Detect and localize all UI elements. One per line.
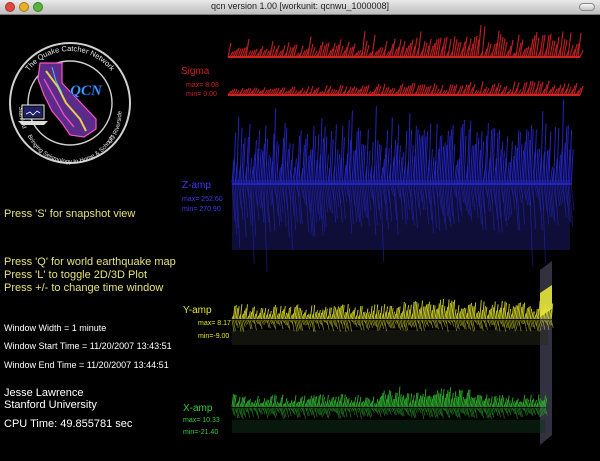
time-window-instruction: Press +/- to change time window [4,282,164,294]
california-map-icon [37,62,97,138]
title-bar[interactable]: qcn version 1.00 [workunit: qcnwu_100000… [0,0,600,15]
qcn-monogram: QCN [70,83,103,99]
toggle-plot-instruction: Press 'L' to toggle 2D/3D Plot [4,269,147,281]
cpu-time: CPU Time: 49.855781 sec [4,418,133,430]
x-amp-max: max= 10.33 [183,417,220,424]
y-amp-label: Y-amp [183,305,212,316]
qcn-logo: The Quake Catcher Network Bringing Seism… [9,42,131,165]
close-window-button[interactable] [5,2,15,12]
x-amp-label: X-amp [183,403,213,414]
window-start-info: Window Start Time = 11/20/2007 13:43:51 [4,341,172,351]
z-amp-min: min= 270.90 [182,206,221,213]
window-width-info: Window Width = 1 minute [4,323,107,333]
x-amp-min: min=-21.40 [183,429,219,436]
z-amp-trace [231,99,575,272]
sigma-min: min= 0.00 [186,91,217,98]
sigma-max: max= 8.08 [186,82,219,89]
snapshot-instruction: Press 'S' for snapshot view [4,208,136,220]
minimize-window-button[interactable] [19,2,29,12]
window-end-info: Window End Time = 11/20/2007 13:44:51 [4,360,169,370]
sigma-label: Sigma [181,66,210,77]
author-org: Stanford University [4,399,97,411]
z-amp-max: max= 252.60 [182,196,223,203]
y-amp-max: max= 8.17 [198,320,231,327]
z-amp-label: Z-amp [182,180,211,191]
plot-area[interactable]: The Quake Catcher Network Bringing Seism… [0,15,600,461]
x-amp-trace [231,386,548,420]
seismic-plot-canvas[interactable]: The Quake Catcher Network Bringing Seism… [0,15,600,461]
laptop-icon [18,104,48,125]
toolbar-toggle-button[interactable] [579,3,595,11]
y-amp-min: min=-9.00 [198,333,230,340]
y-amp-trace [231,285,554,332]
world-map-instruction: Press 'Q' for world earthquake map [4,256,176,268]
sigma-trace [227,25,584,96]
zoom-window-button[interactable] [33,2,43,12]
window-title: qcn version 1.00 [workunit: qcnwu_100000… [210,1,390,11]
author-name: Jesse Lawrence [4,387,84,399]
